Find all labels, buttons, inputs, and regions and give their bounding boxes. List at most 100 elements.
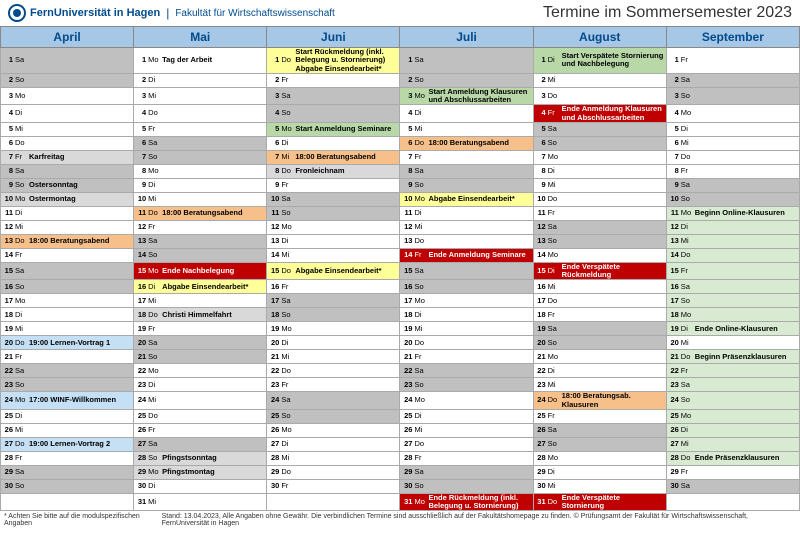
day-number: 29 <box>536 468 548 476</box>
calendar-cell: 14So <box>134 248 267 262</box>
day-abbr: Di <box>548 167 562 175</box>
day-abbr: Mi <box>548 482 562 490</box>
event-text: 19:00 Lernen-Vortrag 1 <box>29 339 131 347</box>
day-number: 23 <box>536 381 548 389</box>
calendar-cell: 14FrEnde Anmeldung Seminare <box>400 248 533 262</box>
day-number: 5 <box>402 125 414 133</box>
day-abbr: Fr <box>548 109 562 117</box>
calendar-cell: 7Mi18:00 Beratungsabend <box>267 150 400 164</box>
calendar-cell: 21Fr <box>1 350 134 364</box>
calendar-cell: 8Fr <box>666 164 799 178</box>
calendar-cell: 20Sa <box>134 336 267 350</box>
day-number: 20 <box>669 339 681 347</box>
day-abbr: Di <box>414 311 428 319</box>
calendar-cell: 23Sa <box>666 378 799 392</box>
day-number: 25 <box>269 412 281 420</box>
day-abbr: Sa <box>15 367 29 375</box>
calendar-cell: 3Mi <box>134 87 267 105</box>
calendar-cell: 9Di <box>134 178 267 192</box>
day-number: 8 <box>536 167 548 175</box>
calendar-cell: 30Mi <box>533 479 666 493</box>
day-number: 19 <box>402 325 414 333</box>
day-number: 2 <box>402 76 414 84</box>
day-abbr: So <box>548 339 562 347</box>
day-number: 26 <box>3 426 15 434</box>
calendar-cell: 5MoStart Anmeldung Seminare <box>267 122 400 136</box>
day-abbr: Fr <box>681 267 695 275</box>
day-abbr: Do <box>681 153 695 161</box>
calendar-cell: 29Sa <box>1 465 134 479</box>
day-abbr: Sa <box>681 283 695 291</box>
event-text: Ende Präsenzklausuren <box>695 454 797 462</box>
semester-calendar: AprilMaiJuniJuliAugustSeptember 1Sa1MoTa… <box>0 26 800 511</box>
calendar-cell: 19Mi <box>1 322 134 336</box>
day-abbr: Di <box>548 367 562 375</box>
footnote: * Achten Sie bitte auf die modulspezifis… <box>0 511 800 529</box>
day-abbr: So <box>148 251 162 259</box>
day-number: 14 <box>136 251 148 259</box>
calendar-cell: 30Di <box>134 479 267 493</box>
day-abbr: Do <box>281 367 295 375</box>
calendar-cell: 23Mi <box>533 378 666 392</box>
event-text: 18:00 Beratungsabend <box>295 153 397 161</box>
calendar-cell: 3Sa <box>267 87 400 105</box>
day-abbr: Mo <box>15 92 29 100</box>
day-number: 2 <box>136 76 148 84</box>
day-number: 23 <box>136 381 148 389</box>
calendar-cell: 6Di <box>267 136 400 150</box>
day-number: 6 <box>669 139 681 147</box>
calendar-cell: 25So <box>267 409 400 423</box>
day-number: 3 <box>136 92 148 100</box>
day-abbr: Do <box>148 109 162 117</box>
calendar-cell: 2Sa <box>666 73 799 87</box>
day-abbr: Sa <box>414 56 428 64</box>
day-number: 11 <box>669 209 681 217</box>
day-number: 7 <box>269 153 281 161</box>
day-number: 24 <box>269 396 281 404</box>
calendar-cell: 17Mi <box>134 294 267 308</box>
day-abbr: Mo <box>681 311 695 319</box>
calendar-cell: 4FrEnde Anmeldung Klausuren und Abschlus… <box>533 105 666 123</box>
day-number: 5 <box>269 125 281 133</box>
calendar-cell: 26Di <box>666 423 799 437</box>
day-abbr: So <box>681 195 695 203</box>
day-number: 26 <box>136 426 148 434</box>
day-abbr: Mi <box>148 92 162 100</box>
event-text: 18:00 Beratungsab. Klausuren <box>562 392 664 409</box>
calendar-cell: 25Fr <box>533 409 666 423</box>
day-number: 15 <box>269 267 281 275</box>
day-number: 12 <box>269 223 281 231</box>
calendar-cell: 4So <box>267 105 400 123</box>
day-abbr: Sa <box>548 125 562 133</box>
day-abbr: Fr <box>281 76 295 84</box>
day-abbr: Fr <box>15 454 29 462</box>
day-abbr: Mo <box>548 153 562 161</box>
calendar-cell: 22Fr <box>666 364 799 378</box>
calendar-cell: 6Mi <box>666 136 799 150</box>
calendar-cell: 21Mi <box>267 350 400 364</box>
event-text: Karfreitag <box>29 153 131 161</box>
calendar-cell <box>267 493 400 511</box>
day-abbr: Mo <box>681 109 695 117</box>
day-number: 21 <box>136 353 148 361</box>
calendar-cell: 25Mo <box>666 409 799 423</box>
day-number: 12 <box>669 223 681 231</box>
day-abbr: Sa <box>414 367 428 375</box>
day-abbr: Mi <box>15 426 29 434</box>
calendar-cell: 17Do <box>533 294 666 308</box>
day-abbr: So <box>681 92 695 100</box>
calendar-cell: 3Mo <box>1 87 134 105</box>
day-abbr: Fr <box>681 367 695 375</box>
day-abbr: Di <box>548 267 562 275</box>
day-abbr: Do <box>281 267 295 275</box>
day-number: 7 <box>402 153 414 161</box>
day-abbr: Do <box>15 440 29 448</box>
calendar-cell: 15Sa <box>400 262 533 280</box>
day-number: 19 <box>536 325 548 333</box>
calendar-cell: 31MoEnde Rückmeldung (inkl. Belegung u. … <box>400 493 533 511</box>
calendar-cell: 16DiAbgabe Einsendearbeit* <box>134 280 267 294</box>
day-abbr: So <box>15 482 29 490</box>
day-number: 13 <box>136 237 148 245</box>
day-number: 17 <box>536 297 548 305</box>
day-abbr: Fr <box>548 311 562 319</box>
